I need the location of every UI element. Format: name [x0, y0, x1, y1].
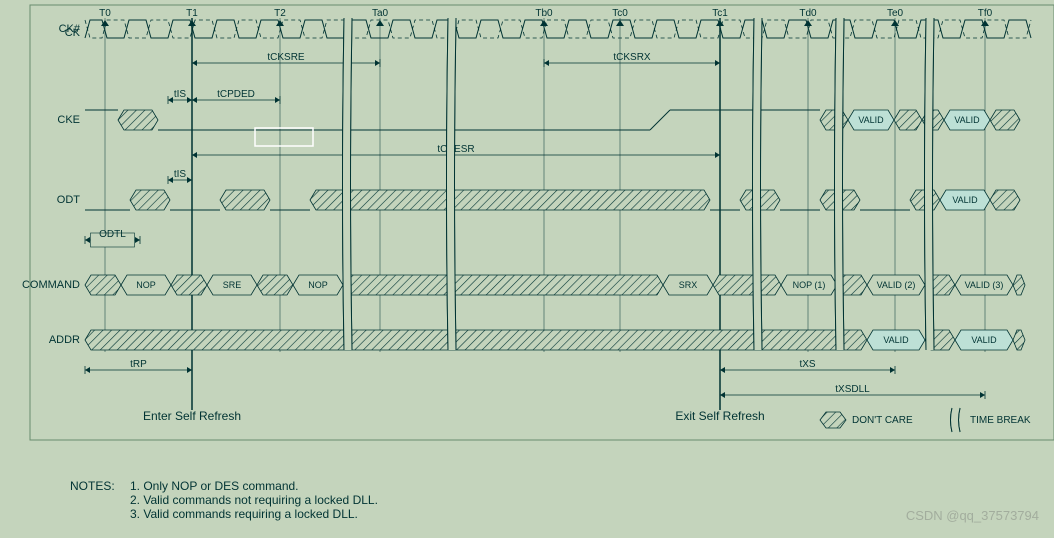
svg-text:VALID: VALID [952, 195, 978, 205]
svg-text:CK: CK [65, 27, 81, 39]
svg-text:TIME BREAK: TIME BREAK [970, 415, 1031, 426]
svg-text:Te0: Te0 [887, 8, 904, 19]
svg-text:tIS: tIS [174, 89, 187, 100]
svg-text:ODTL: ODTL [99, 229, 126, 240]
svg-text:Td0: Td0 [799, 8, 817, 19]
svg-text:NOTES:: NOTES: [70, 479, 115, 493]
svg-text:tIS: tIS [174, 169, 187, 180]
svg-text:NOP: NOP [308, 280, 328, 290]
svg-text:Tb0: Tb0 [535, 8, 553, 19]
svg-text:3. Valid commands requiring a: 3. Valid commands requiring a locked DLL… [130, 507, 358, 521]
svg-text:2. Valid commands not requirin: 2. Valid commands not requiring a locked… [130, 493, 378, 507]
svg-text:Tc0: Tc0 [612, 8, 628, 19]
svg-text:ODT: ODT [57, 194, 81, 206]
svg-text:tXS: tXS [799, 359, 815, 370]
timing-diagram: { "type":"timing-diagram", "background_c… [0, 0, 1054, 538]
svg-text:Exit Self Refresh: Exit Self Refresh [675, 409, 764, 423]
svg-text:ADDR: ADDR [49, 334, 80, 346]
svg-text:T0: T0 [99, 8, 111, 19]
svg-text:tCKSRE: tCKSRE [267, 52, 305, 63]
svg-text:VALID: VALID [883, 335, 909, 345]
svg-text:T2: T2 [274, 8, 286, 19]
svg-text:tCPDED: tCPDED [217, 89, 255, 100]
svg-text:NOP (1): NOP (1) [793, 280, 826, 290]
svg-text:tXSDLL: tXSDLL [835, 384, 870, 395]
svg-text:VALID: VALID [954, 115, 980, 125]
svg-text:Tc1: Tc1 [712, 8, 728, 19]
svg-text:COMMAND: COMMAND [22, 279, 80, 291]
svg-text:VALID (2): VALID (2) [877, 280, 916, 290]
svg-text:SRE: SRE [223, 280, 242, 290]
svg-text:1. Only NOP or DES command.: 1. Only NOP or DES command. [130, 479, 299, 493]
svg-text:DON'T CARE: DON'T CARE [852, 415, 913, 426]
svg-text:Tf0: Tf0 [978, 8, 993, 19]
svg-text:CKE: CKE [57, 114, 80, 126]
svg-text:T1: T1 [186, 8, 198, 19]
svg-text:NOP: NOP [136, 280, 156, 290]
svg-text:SRX: SRX [679, 280, 698, 290]
svg-text:Enter Self Refresh: Enter Self Refresh [143, 409, 241, 423]
svg-text:VALID: VALID [971, 335, 997, 345]
svg-text:tRP: tRP [130, 359, 147, 370]
timing-svg: T0T1T2Ta0Tb0Tc0Tc1Td0Te0Tf0CK#CKCKEODTCO… [0, 0, 1054, 538]
svg-text:Ta0: Ta0 [372, 8, 389, 19]
svg-text:VALID (3): VALID (3) [965, 280, 1004, 290]
svg-text:tCKSRX: tCKSRX [613, 52, 651, 63]
svg-text:VALID: VALID [858, 115, 884, 125]
svg-text:tCKESR: tCKESR [437, 144, 474, 155]
